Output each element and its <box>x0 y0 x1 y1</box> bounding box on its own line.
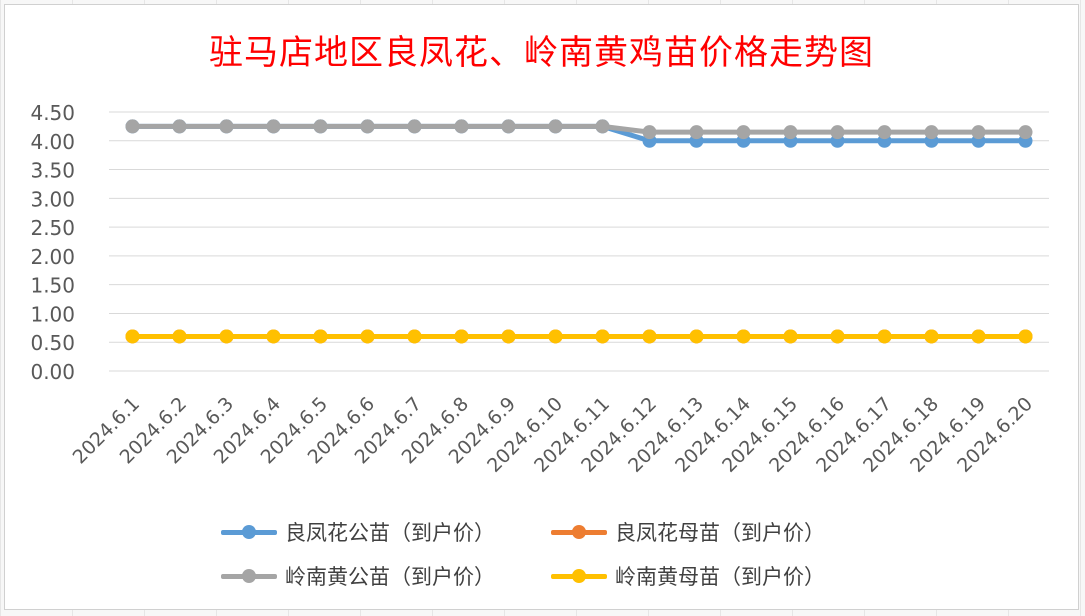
y-tick-label: 2.00 <box>30 245 75 269</box>
y-tick-label: 4.00 <box>30 130 75 154</box>
legend-marker-icon <box>219 566 279 586</box>
data-point <box>642 125 657 140</box>
data-point <box>1018 125 1033 140</box>
line-chart: 0.00 0.50 1.00 1.50 2.00 2.50 3.00 3.50 4.00 4.50… <box>30 101 1049 477</box>
data-point <box>407 119 422 134</box>
y-tick-label: 1.00 <box>30 302 75 326</box>
data-point <box>454 329 469 344</box>
series-line <box>130 123 1028 135</box>
y-tick-label: 2.50 <box>30 216 75 240</box>
legend-marker-icon <box>549 566 609 586</box>
chart-area[interactable]: 0.00 0.50 1.00 1.50 2.00 2.50 3.00 3.50 4.00 4.50… <box>4 4 1079 610</box>
data-point <box>595 119 610 134</box>
data-point <box>924 329 939 344</box>
data-point <box>360 119 375 134</box>
data-point <box>454 119 469 134</box>
data-point <box>971 125 986 140</box>
data-point <box>877 125 892 140</box>
y-tick-label: 3.50 <box>30 159 75 183</box>
legend-label: 岭南黄母苗（到户价） <box>615 565 825 589</box>
y-tick-label: 0.50 <box>30 331 75 355</box>
legend-item-liangfenghua-male: 良凤花公苗（到户价） <box>219 515 549 549</box>
legend-label: 岭南黄公苗（到户价） <box>285 565 495 589</box>
legend-item-lingnanhuang-male: 岭南黄公苗（到户价） <box>219 559 549 593</box>
y-tick-label: 3.00 <box>30 187 75 211</box>
legend-item-liangfenghua-female: 良凤花母苗（到户价） <box>549 515 879 549</box>
y-tick-label: 4.50 <box>30 101 75 125</box>
data-point <box>548 329 563 344</box>
legend-marker-icon <box>219 522 279 542</box>
data-point <box>830 329 845 344</box>
y-tick-label: 0.00 <box>30 360 75 384</box>
data-point <box>971 329 986 344</box>
data-point <box>313 329 328 344</box>
legend-label: 良凤花母苗（到户价） <box>615 521 825 545</box>
chart-legend: 良凤花公苗（到户价） 良凤花母苗（到户价） 岭南黄公苗（到户价） 岭南黄母苗（到… <box>219 515 899 593</box>
data-point <box>360 329 375 344</box>
data-point <box>266 329 281 344</box>
data-point <box>783 125 798 140</box>
chart-title: 驻马店地区良凤花、岭南黄鸡苗价格走势图 <box>209 33 874 73</box>
data-point <box>689 125 704 140</box>
data-point <box>689 329 704 344</box>
data-point <box>125 329 140 344</box>
data-point <box>830 125 845 140</box>
data-point <box>924 125 939 140</box>
data-point <box>172 329 187 344</box>
data-point <box>125 119 140 134</box>
data-point <box>736 125 751 140</box>
data-point <box>219 329 234 344</box>
legend-label: 良凤花公苗（到户价） <box>285 521 495 545</box>
data-point <box>1018 329 1033 344</box>
data-point <box>172 119 187 134</box>
data-point <box>219 119 234 134</box>
legend-marker-icon <box>549 522 609 542</box>
data-point <box>877 329 892 344</box>
data-point <box>313 119 328 134</box>
data-point <box>595 329 610 344</box>
data-point <box>407 329 422 344</box>
legend-item-lingnanhuang-female: 岭南黄母苗（到户价） <box>549 559 879 593</box>
data-point <box>783 329 798 344</box>
data-point <box>548 119 563 134</box>
data-point <box>266 119 281 134</box>
data-point <box>736 329 751 344</box>
y-tick-label: 1.50 <box>30 274 75 298</box>
data-point <box>501 119 516 134</box>
data-point <box>501 329 516 344</box>
data-point <box>642 329 657 344</box>
